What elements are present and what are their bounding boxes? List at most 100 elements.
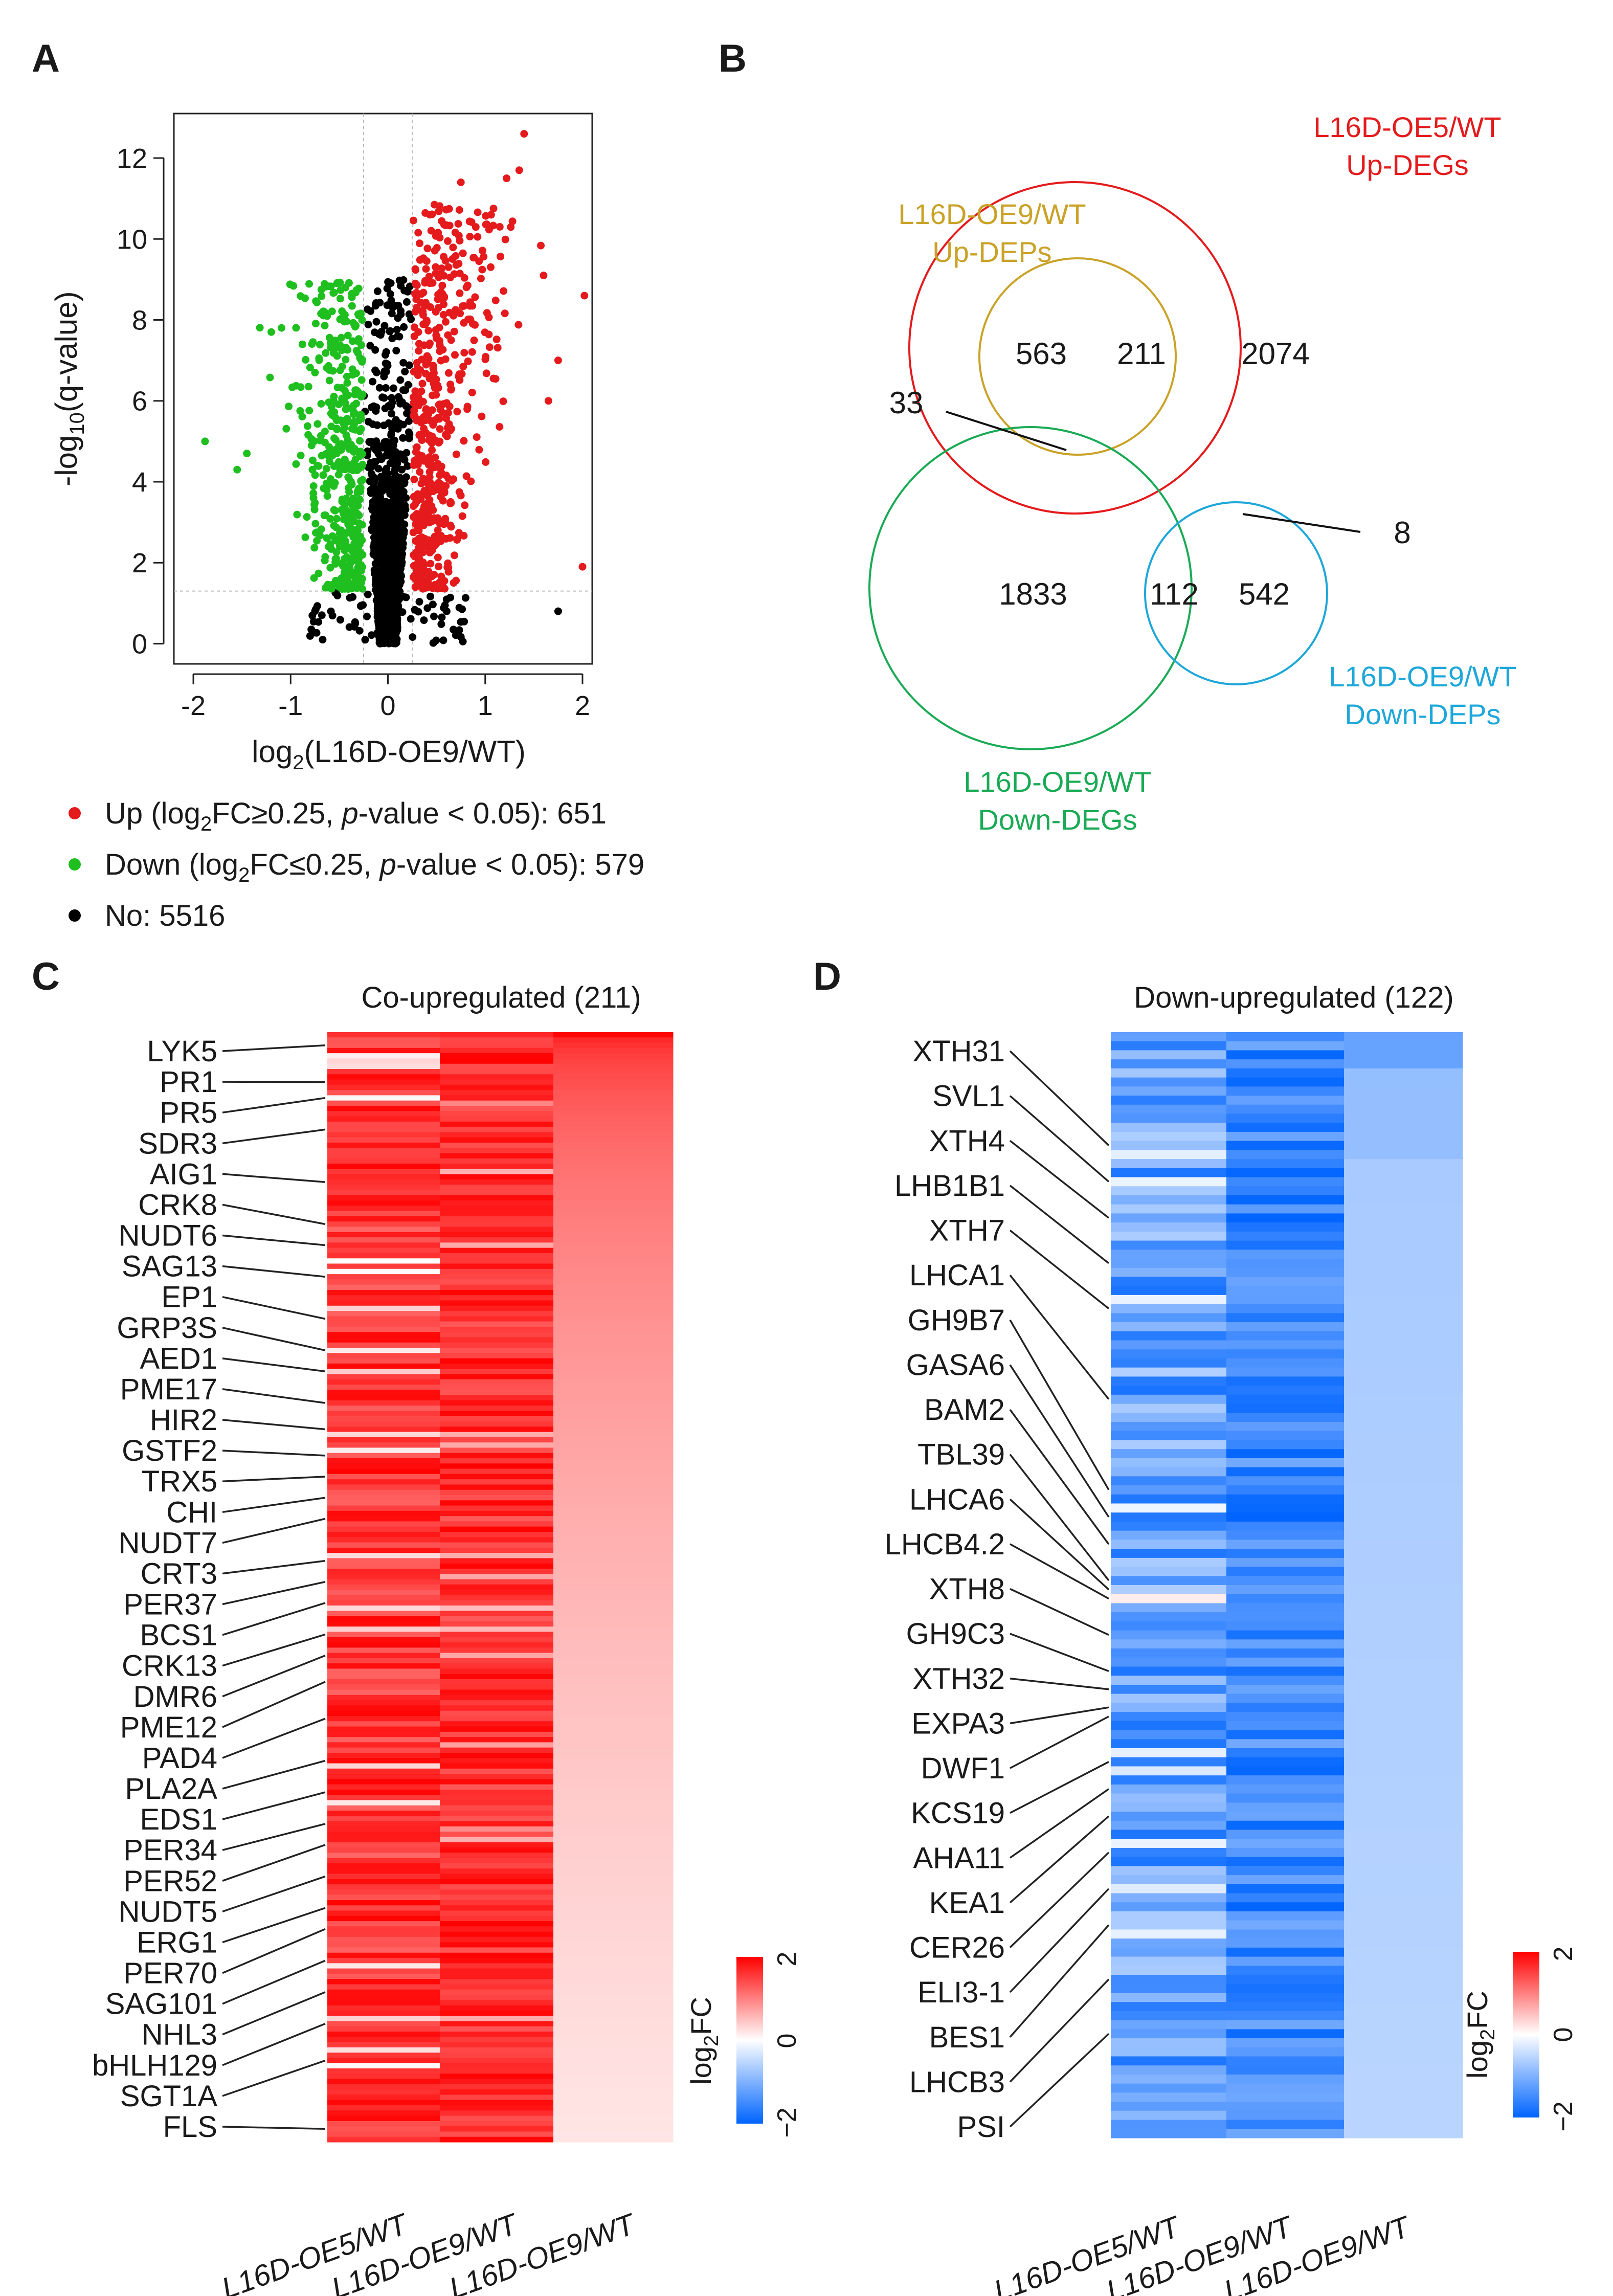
heatmap-cell bbox=[1226, 1929, 1345, 1939]
heatmap-cell bbox=[553, 1268, 674, 1275]
heatmap-cell bbox=[553, 1148, 674, 1154]
heatmap-cell bbox=[1344, 1322, 1463, 1332]
point-up bbox=[410, 475, 418, 483]
point-no bbox=[368, 504, 376, 512]
heatmap-cell bbox=[327, 1074, 440, 1080]
point-down bbox=[292, 324, 300, 332]
point-down bbox=[306, 364, 314, 372]
heatmap-cell bbox=[440, 2021, 554, 2027]
heatmap-cell bbox=[327, 2000, 440, 2006]
point-outlier bbox=[580, 292, 589, 300]
heatmap-cell bbox=[1226, 1177, 1345, 1187]
heatmap-cell bbox=[1111, 1666, 1227, 1676]
heatmap-cell bbox=[553, 1894, 674, 1901]
gene-label: CRK8 bbox=[138, 1188, 217, 1221]
heatmap-cell bbox=[1226, 1413, 1345, 1422]
point-up bbox=[435, 207, 443, 215]
heatmap-cell bbox=[553, 1579, 674, 1585]
heatmap-cell bbox=[553, 1164, 674, 1169]
heatmap-cell bbox=[440, 1174, 554, 1180]
point-down bbox=[353, 389, 361, 396]
legend-item-up: Up (log2FC≥0.25, p-value < 0.05): 651 bbox=[69, 797, 607, 835]
heatmap-cell bbox=[1344, 2074, 1463, 2084]
gene-leader-line bbox=[222, 1559, 326, 1575]
point-no bbox=[367, 631, 375, 639]
heatmap-cell bbox=[553, 2105, 674, 2111]
point-down bbox=[327, 422, 335, 431]
heatmap-cell bbox=[440, 1258, 554, 1264]
heatmap-cell bbox=[440, 1542, 554, 1548]
point-no bbox=[366, 438, 374, 447]
panel-letter-b: B bbox=[719, 37, 747, 80]
point-up bbox=[446, 381, 455, 389]
heatmap-cell bbox=[440, 1337, 554, 1343]
point-no bbox=[385, 612, 393, 620]
point-up bbox=[422, 265, 430, 273]
heatmap-cell bbox=[553, 1758, 674, 1764]
heatmap-cell bbox=[553, 1784, 674, 1790]
heatmap-cell bbox=[327, 1242, 440, 1249]
heatmap-cell bbox=[1111, 1775, 1227, 1785]
heatmap-cell bbox=[553, 1611, 674, 1617]
heatmap-d-cells bbox=[1111, 1032, 1463, 2138]
point-no bbox=[381, 466, 389, 475]
heatmap-cell bbox=[440, 1774, 554, 1779]
heatmap-d-colorbar bbox=[1513, 1952, 1539, 2117]
heatmap-cell bbox=[1226, 1621, 1345, 1631]
heatmap-cell bbox=[440, 1910, 554, 1916]
heatmap-cell bbox=[1344, 1775, 1463, 1785]
point-up bbox=[481, 355, 489, 363]
heatmap-cell bbox=[553, 1495, 674, 1501]
point-no bbox=[375, 384, 384, 392]
point-up bbox=[427, 227, 435, 235]
heatmap-cell bbox=[327, 1510, 440, 1517]
heatmap-cell bbox=[440, 1784, 554, 1790]
heatmap-cell bbox=[1344, 1231, 1463, 1241]
x-tick-label: -1 bbox=[278, 690, 303, 721]
point-up bbox=[459, 249, 467, 257]
heatmap-cell bbox=[553, 1063, 674, 1069]
heatmap-cell bbox=[327, 2042, 440, 2048]
point-up bbox=[444, 331, 452, 339]
heatmap-c-colorbar bbox=[736, 1957, 763, 2124]
point-no bbox=[388, 309, 396, 318]
heatmap-cell bbox=[440, 1148, 554, 1154]
heatmap-cell bbox=[1344, 1639, 1463, 1649]
heatmap-cell bbox=[1111, 1286, 1227, 1296]
heatmap-cell bbox=[1111, 2074, 1227, 2084]
venn-count-211: 211 bbox=[1117, 337, 1166, 371]
point-no bbox=[400, 323, 408, 331]
heatmap-cell bbox=[327, 1132, 440, 1138]
heatmap-cell bbox=[1111, 1739, 1227, 1749]
heatmap-c-colorbar-tick-min: −2 bbox=[772, 2107, 802, 2137]
point-down bbox=[282, 425, 290, 433]
heatmap-co-upregulated: Co-upregulated (211) LYK5PR1PR5SDR3AIG1C… bbox=[92, 981, 802, 2296]
heatmap-cell bbox=[553, 1079, 674, 1085]
heatmap-cell bbox=[1344, 1376, 1463, 1386]
heatmap-cell bbox=[327, 2100, 440, 2106]
heatmap-cell bbox=[553, 1715, 674, 1722]
gene-label: PSI bbox=[957, 2110, 1005, 2144]
heatmap-cell bbox=[1226, 1648, 1345, 1658]
heatmap-cell bbox=[1226, 1485, 1345, 1495]
heatmap-c-colorbar-tick-max: 2 bbox=[772, 1952, 802, 1967]
heatmap-cell bbox=[553, 1731, 674, 1737]
point-no bbox=[394, 314, 402, 322]
heatmap-cell bbox=[440, 2105, 554, 2111]
heatmap-cell bbox=[440, 2126, 554, 2132]
point-no bbox=[389, 441, 397, 450]
point-no bbox=[370, 404, 378, 412]
heatmap-cell bbox=[1344, 1947, 1463, 1957]
point-up bbox=[440, 253, 447, 261]
heatmap-cell bbox=[327, 1489, 440, 1496]
heatmap-cell bbox=[553, 1521, 674, 1527]
heatmap-cell bbox=[327, 1321, 440, 1327]
heatmap-cell bbox=[327, 1958, 440, 1964]
heatmap-cell bbox=[1226, 1793, 1345, 1803]
heatmap-cell bbox=[553, 2005, 674, 2011]
point-no bbox=[430, 612, 438, 620]
point-outlier bbox=[520, 130, 528, 138]
heatmap-cell bbox=[440, 1100, 554, 1106]
point-up bbox=[440, 294, 449, 302]
heatmap-cell bbox=[327, 1447, 440, 1454]
